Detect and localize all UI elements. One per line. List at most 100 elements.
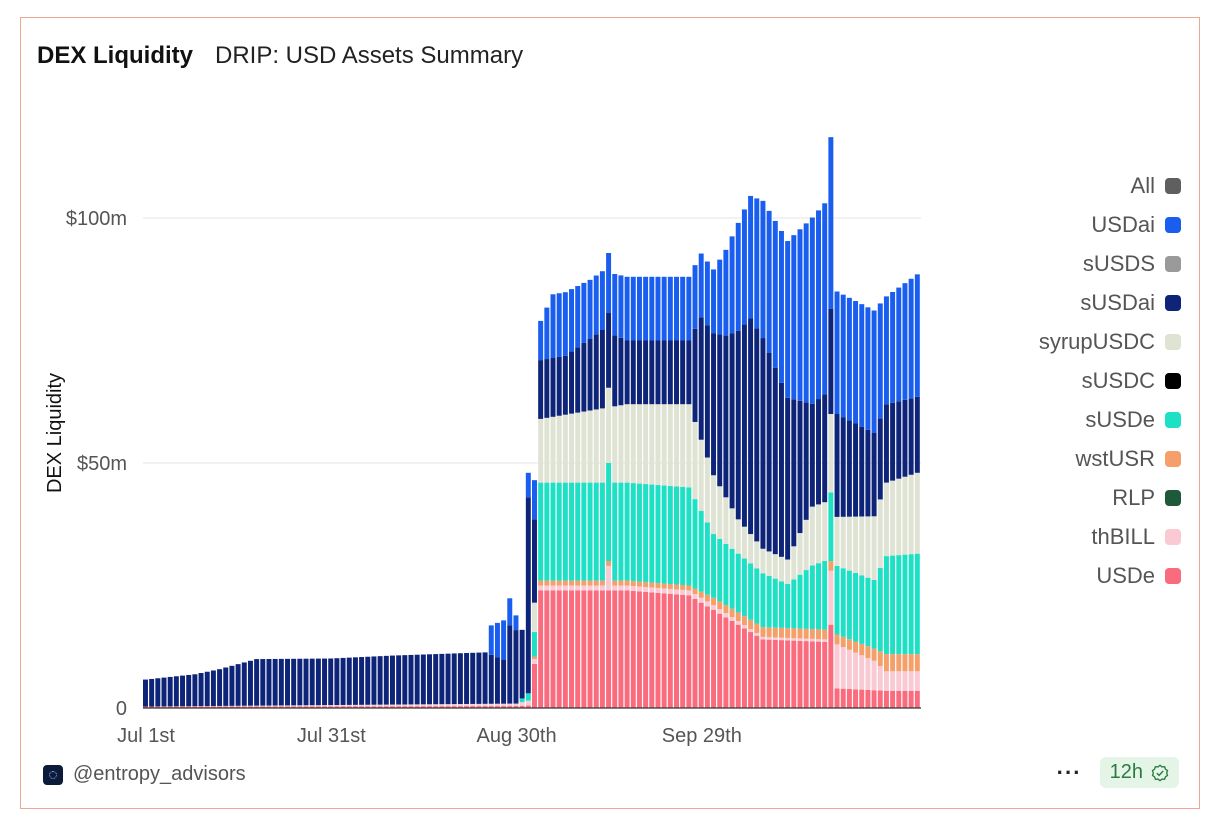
legend-item-susds[interactable]: sUSDS: [1083, 244, 1181, 283]
legend-item-susdc[interactable]: sUSDC: [1082, 361, 1181, 400]
bar-segment-susdai: [427, 654, 432, 705]
bar-segment-usde: [235, 706, 241, 708]
y-axis-title: DEX Liquidity: [44, 373, 66, 493]
y-tick-label: 0: [116, 698, 127, 720]
bar-segment-thbill: [896, 671, 902, 691]
bar-segment-thbill: [778, 637, 784, 641]
bar-segment-usde: [593, 590, 599, 708]
bar-segment-usde: [340, 706, 346, 708]
bar-segment-usde: [846, 689, 852, 708]
bar-segment-syrupusdc: [624, 404, 630, 483]
bar-segment-usde: [853, 689, 859, 708]
legend-item-thbill[interactable]: thBILL: [1091, 517, 1181, 556]
bar-segment-susde: [704, 522, 710, 595]
legend-item-susdai[interactable]: sUSDai: [1080, 283, 1181, 322]
bar-segment-usde: [204, 706, 210, 708]
bar-segment-susdai: [229, 665, 235, 706]
more-options-button[interactable]: ···: [1056, 759, 1082, 785]
legend-swatch: [1165, 567, 1181, 584]
bar-segment-susdai: [494, 657, 500, 704]
bar-segment-syrupusdc: [809, 506, 815, 566]
bar-segment-wstusr: [859, 643, 865, 656]
bar-segment-usdai: [655, 276, 661, 341]
bar-segment-susde: [735, 553, 741, 613]
bar-segment-wstusr: [741, 616, 747, 626]
bar-segment-usde: [476, 706, 482, 708]
bar-segment-usde: [729, 621, 735, 708]
bar-segment-susde: [519, 698, 525, 703]
bar-segment-wstusr: [680, 585, 686, 590]
legend-item-syrupusdc[interactable]: syrupUSDC: [1039, 322, 1181, 361]
source-attribution: @entropy_advisors: [43, 763, 246, 786]
bar-segment-thbill: [618, 585, 624, 591]
bar-segment-wstusr: [550, 580, 556, 586]
bar-segment-wstusr: [575, 580, 581, 586]
bar-segment-thbill: [377, 704, 383, 707]
bar-segment-susde: [785, 584, 791, 629]
bar-segment-syrupusdc: [791, 546, 797, 580]
bar-segment-wstusr: [914, 654, 920, 672]
bar-segment-susdai: [408, 654, 414, 705]
bar-segment-susdai: [859, 426, 865, 517]
bar-segment-syrupusdc: [587, 410, 593, 483]
bar-segment-susdai: [822, 394, 828, 503]
bar-segment-usde: [840, 688, 846, 708]
bar-segment-susdai: [266, 659, 272, 706]
bar-segment-wstusr: [544, 580, 550, 586]
source-handle[interactable]: @entropy_advisors: [73, 763, 246, 785]
bar-segment-wstusr: [816, 629, 821, 640]
bar-segment-susdai: [772, 367, 778, 555]
bar-segment-syrupusdc: [748, 534, 754, 564]
bar-segment-thbill: [488, 703, 494, 707]
refresh-interval-badge[interactable]: 12h: [1099, 757, 1179, 788]
bar-segment-susde: [871, 579, 877, 649]
bar-segment-thbill: [797, 638, 803, 641]
bar-segment-thbill: [871, 660, 877, 691]
legend-item-rlp[interactable]: RLP: [1112, 478, 1181, 517]
bar-segment-susde: [859, 575, 865, 644]
legend-item-usde[interactable]: USDe: [1096, 556, 1181, 595]
bar-segment-thbill: [908, 671, 914, 691]
bar-segment-thbill: [766, 637, 772, 640]
bar-segment-susde: [877, 568, 883, 652]
bar-segment-susdai: [834, 414, 840, 517]
bar-segment-wstusr: [846, 639, 852, 650]
bar-segment-wstusr: [723, 605, 729, 614]
legend-swatch: [1165, 333, 1181, 350]
bar-segment-susde: [729, 548, 735, 609]
bar-segment-susde: [908, 554, 914, 655]
bar-segment-usde: [809, 641, 815, 708]
bar-segment-wstusr: [698, 591, 704, 598]
bar-segment-syrupusdc: [711, 475, 717, 535]
bar-segment-usde: [180, 706, 186, 708]
legend-item-usdai[interactable]: USDai: [1091, 205, 1181, 244]
legend-item-susde[interactable]: sUSDe: [1085, 400, 1181, 439]
bar-segment-usdai: [599, 271, 605, 330]
legend-label: sUSDai: [1080, 289, 1155, 315]
bar-segment-syrupusdc: [822, 502, 828, 561]
bar-segment-usdai: [488, 625, 494, 655]
legend-item-wstusr[interactable]: wstUSR: [1076, 439, 1181, 478]
bar-segment-thbill: [859, 655, 865, 690]
bar-segment-thbill: [612, 585, 618, 591]
bar-segment-wstusr: [760, 627, 766, 637]
legend-item-all[interactable]: All: [1131, 166, 1181, 205]
bar-segment-usdai: [698, 253, 704, 318]
bar-segment-usde: [519, 705, 525, 708]
x-tick-label: Aug 30th: [477, 725, 557, 747]
legend-label: sUSDS: [1082, 250, 1155, 276]
bar-segment-usde: [241, 706, 247, 708]
bar-segment-usde: [346, 706, 352, 708]
bar-segment-syrupusdc: [556, 415, 562, 483]
bar-segment-usde: [661, 593, 667, 708]
bar-segment-usdai: [772, 220, 778, 368]
bar-segment-usde: [569, 590, 575, 708]
bar-segment-syrupusdc: [532, 602, 537, 633]
bar-segment-usdai: [494, 622, 500, 658]
bar-segment-usde: [717, 613, 723, 708]
bar-segment-usde: [871, 690, 877, 708]
bar-segment-usde: [365, 706, 371, 708]
bar-segment-syrupusdc: [908, 474, 914, 555]
bar-segment-thbill: [846, 649, 852, 690]
bar-segment-usde: [908, 690, 914, 708]
